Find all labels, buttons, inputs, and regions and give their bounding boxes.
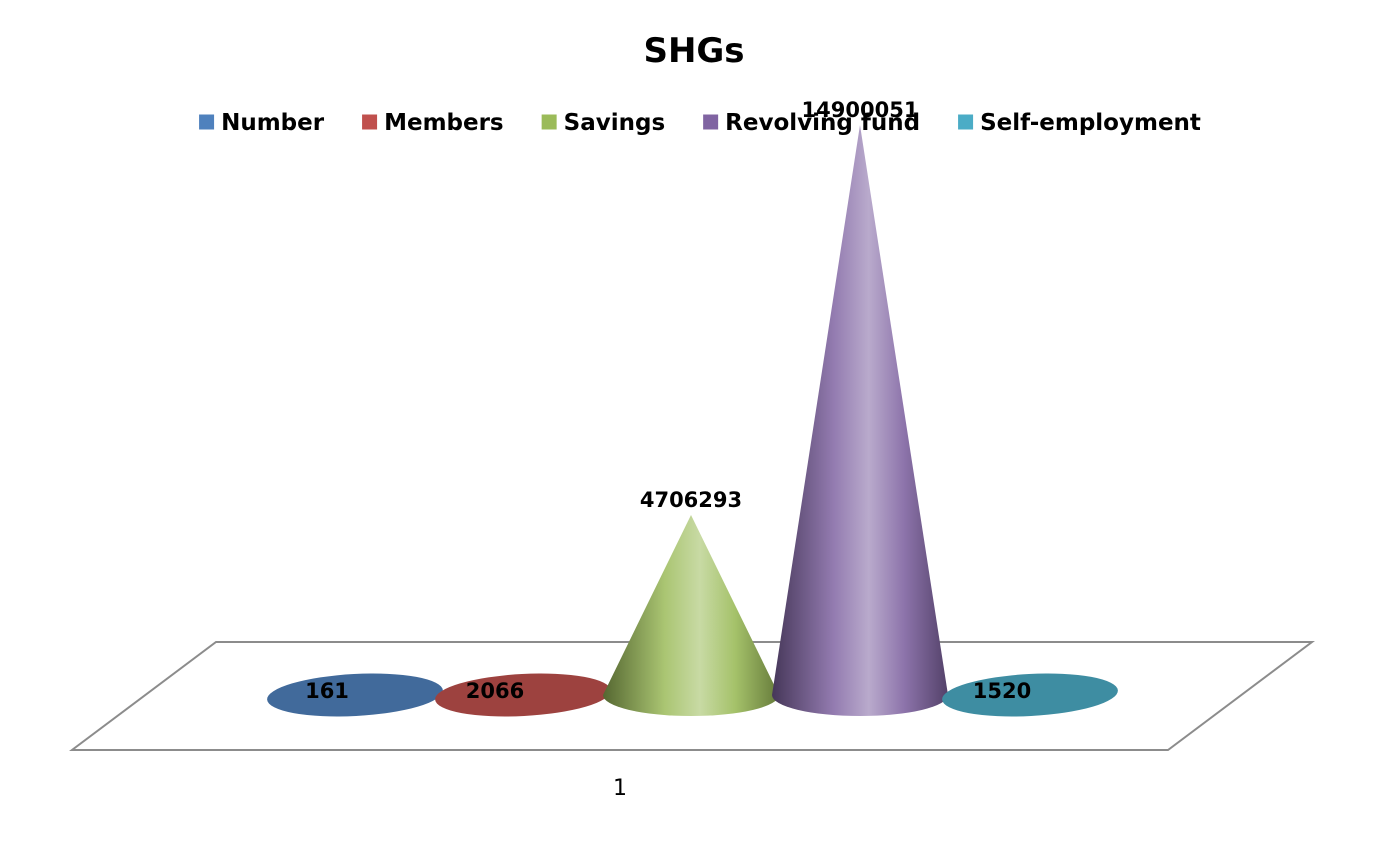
legend-swatch-self-employment: [958, 114, 974, 130]
legend-swatch-members: [362, 114, 378, 130]
category-label: 1: [613, 776, 627, 801]
cone-self-employment: [942, 673, 1118, 717]
cone-savings: [603, 514, 779, 716]
legend-label-number: Number: [221, 110, 325, 136]
cones: [267, 125, 1118, 717]
legend-swatch-savings: [541, 114, 557, 130]
cone-base-members: [435, 673, 611, 717]
cone-members: [435, 673, 611, 717]
legend-swatch-number: [199, 114, 215, 130]
legend-label-savings: Savings: [564, 110, 666, 136]
legend: Number Members Savings Revolving fund Self-e…: [199, 110, 1201, 136]
cone-revolving-fund: [772, 125, 948, 716]
cone-body-revolving-fund: [772, 125, 948, 716]
legend-swatch-revolving-fund: [703, 114, 719, 130]
data-label-savings: 4706293: [640, 488, 742, 512]
data-label-revolving-fund: 14900051: [802, 98, 919, 122]
data-label-number: 161: [305, 679, 349, 703]
cone-number: [267, 673, 443, 717]
legend-label-members: Members: [384, 110, 504, 136]
cone-base-number: [267, 673, 443, 717]
cone-body-savings: [603, 514, 779, 716]
data-label-self-employment: 1520: [973, 679, 1031, 703]
cone-base-self-employment: [942, 673, 1118, 717]
chart-title: SHGs: [643, 31, 744, 71]
legend-label-self-employment: Self-employment: [980, 110, 1201, 136]
data-label-members: 2066: [466, 679, 524, 703]
legend-label-revolving-fund: Revolving fund: [725, 110, 920, 136]
data-labels: 161 2066 4706293 14900051 1520: [305, 98, 1031, 703]
